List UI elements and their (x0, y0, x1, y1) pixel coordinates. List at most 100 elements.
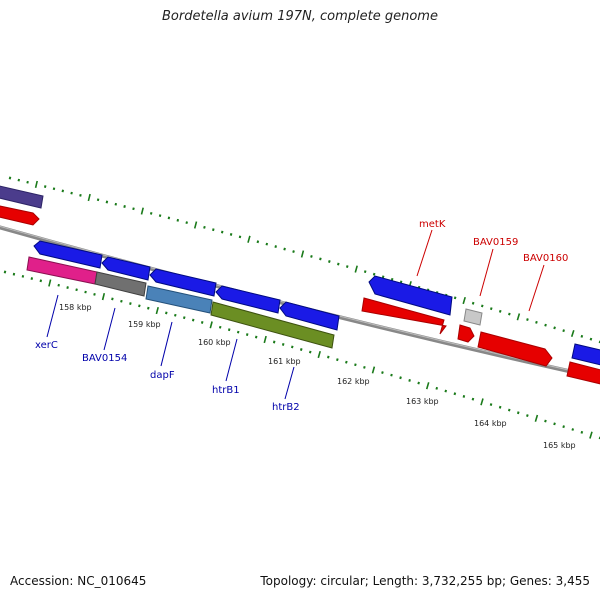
forward-cds (101, 256, 151, 281)
scale-label-158: 158 kbp (59, 303, 92, 312)
minor-tick (229, 233, 233, 236)
scale-label-159: 159 kbp (128, 320, 161, 329)
forward-cds (279, 301, 340, 331)
minor-tick (165, 311, 168, 315)
scale-label-161: 161 kbp (268, 357, 301, 366)
minor-tick (526, 318, 529, 321)
minor-tick (105, 200, 109, 204)
minor-tick (544, 323, 547, 327)
minor-tick (553, 422, 556, 426)
minor-tick (245, 333, 249, 336)
minor-tick (345, 265, 349, 268)
minor-tick (544, 419, 547, 423)
major-tick (155, 306, 159, 315)
minor-tick (507, 408, 511, 412)
topology-label: Topology: circular; Length: 3,732,255 bp… (260, 574, 590, 588)
minor-tick (508, 312, 511, 316)
BAV0154-feature (94, 271, 147, 297)
metK-leader (416, 229, 433, 277)
major-tick (354, 265, 358, 273)
forward-cds (33, 240, 103, 269)
minor-tick (220, 230, 224, 234)
gene-label-BAV0160: BAV0160 (523, 253, 568, 264)
minor-tick (57, 283, 60, 287)
minor-tick (516, 411, 520, 415)
minor-tick (336, 358, 339, 362)
minor-tick (328, 260, 331, 263)
gene-label-htrB1: htrB1 (212, 385, 240, 396)
htrB1-leader (225, 338, 238, 382)
major-tick (589, 431, 593, 439)
minor-tick (580, 334, 584, 338)
minor-tick (149, 211, 153, 215)
minor-tick (571, 428, 575, 431)
minor-tick (390, 373, 393, 377)
BAV0160-leader (528, 264, 545, 312)
minor-tick (435, 386, 439, 390)
minor-tick (327, 355, 330, 359)
minor-tick (345, 360, 348, 364)
minor-tick (21, 274, 25, 278)
minor-tick (176, 218, 180, 222)
minor-tick (363, 270, 367, 274)
major-tick (34, 180, 38, 188)
minor-tick (535, 320, 538, 324)
minor-tick (12, 272, 16, 276)
minor-tick (417, 381, 420, 385)
minor-tick (399, 376, 402, 380)
minor-tick (498, 309, 502, 313)
minor-tick (471, 397, 475, 401)
minor-tick (553, 326, 556, 330)
scale-label-164: 164 kbp (474, 419, 507, 428)
minor-tick (114, 202, 118, 206)
minor-tick (381, 371, 384, 374)
minor-tick (212, 228, 215, 232)
major-tick (516, 313, 521, 321)
minor-tick (580, 430, 584, 434)
minor-tick (256, 240, 260, 244)
minor-tick (283, 247, 286, 251)
minor-tick (238, 235, 242, 239)
major-tick (317, 350, 321, 359)
gene-label-BAV0154: BAV0154 (82, 353, 127, 364)
minor-tick (218, 325, 222, 329)
major-tick (140, 207, 144, 215)
minor-tick (52, 187, 56, 191)
minor-tick (453, 296, 457, 300)
scale-label-160: 160 kbp (198, 338, 231, 347)
htrB2-leader (284, 366, 295, 400)
minor-tick (96, 198, 100, 202)
minor-tick (489, 403, 493, 406)
minor-tick (66, 286, 69, 289)
minor-tick (79, 193, 82, 197)
BAV0159-cds (457, 324, 475, 343)
inner-tick-ring (3, 270, 600, 440)
minor-tick (182, 316, 186, 320)
major-tick (209, 321, 213, 329)
major-tick (87, 193, 91, 202)
minor-tick (174, 313, 177, 317)
minor-tick (236, 330, 240, 334)
minor-tick (310, 255, 313, 258)
minor-tick (129, 302, 132, 305)
minor-tick (498, 405, 502, 409)
major-tick (425, 382, 430, 390)
major-tick (462, 296, 466, 305)
minor-tick (30, 277, 34, 281)
minor-tick (120, 299, 123, 303)
metK-reverse-cds (361, 297, 447, 335)
minor-tick (272, 340, 276, 344)
minor-tick (292, 250, 295, 253)
minor-tick (265, 242, 269, 246)
major-tick (480, 398, 484, 406)
grey-feature (463, 308, 483, 326)
minor-tick (75, 288, 78, 292)
minor-tick (453, 392, 457, 396)
minor-tick (372, 272, 376, 276)
minor-tick (274, 245, 277, 249)
htrB-feature (210, 301, 335, 349)
minor-tick (408, 379, 411, 382)
major-tick (263, 335, 267, 344)
minor-tick (26, 180, 29, 184)
minor-tick (562, 329, 565, 333)
